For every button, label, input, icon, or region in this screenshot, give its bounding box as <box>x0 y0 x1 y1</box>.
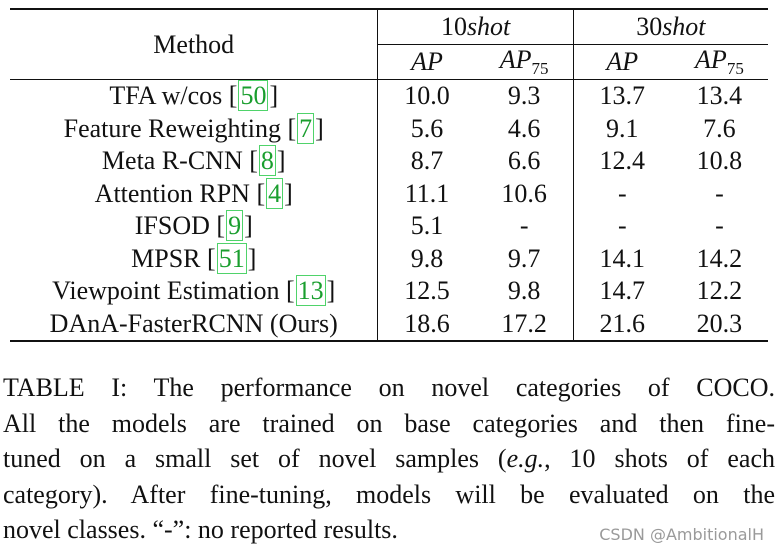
table-row: TFA w/cos [50] 10.0 9.3 13.7 13.4 <box>10 79 768 113</box>
value-cell: 8.7 <box>377 145 476 178</box>
caption-line: All the models are trained on base categ… <box>3 408 775 438</box>
table-row: MPSR [51] 9.8 9.7 14.1 14.2 <box>10 242 768 275</box>
caption-line: TABLE I: The performance on novel catego… <box>3 373 775 402</box>
method-name-ours: DAnA-FasterRCNN (Ours) <box>49 308 338 338</box>
value-cell: 5.6 <box>377 112 476 145</box>
caption-line: tuned on a small set of novel samples (e… <box>3 444 775 473</box>
method-name: TFA w/cos [50] <box>10 79 378 113</box>
value-cell: - <box>572 210 671 243</box>
citation-link[interactable]: 4 <box>266 177 284 209</box>
method-name: Viewpoint Estimation [13] <box>52 275 336 307</box>
ap75-header-30shot: AP75 <box>695 45 744 78</box>
table-row: Attention RPN [4] 11.1 10.6 - - <box>10 177 768 210</box>
citation-link[interactable]: 51 <box>216 242 247 274</box>
group-header-10shot: 10shot <box>377 9 574 45</box>
value-cell-best: 17.2 <box>501 308 547 338</box>
ap-header-30shot: AP <box>572 44 671 80</box>
caption-line: category). After fine-tuning, models wil… <box>3 479 775 509</box>
table-row: Viewpoint Estimation [13] 12.5 9.8 14.7 … <box>10 275 768 308</box>
value-cell: 6.6 <box>507 146 541 176</box>
value-cell: - <box>715 211 724 241</box>
value-cell: 5.1 <box>377 210 476 243</box>
watermark: CSDN @AmbitionalH <box>599 525 764 544</box>
value-cell-best: 18.6 <box>377 307 476 341</box>
value-cell: 9.8 <box>507 276 541 306</box>
table-row: Meta R-CNN [8] 8.7 6.6 12.4 10.8 <box>10 145 768 178</box>
caption-line: novel classes. “-”: no reported results. <box>3 515 398 544</box>
value-cell: - <box>572 177 671 210</box>
group-header-30shot: 30shot <box>572 9 768 45</box>
value-cell: 14.1 <box>572 242 671 275</box>
ap75-header-10shot: AP75 <box>499 45 549 78</box>
method-name: Attention RPN [4] <box>94 177 293 209</box>
method-name: Feature Reweighting [7] <box>63 112 324 144</box>
ap-header-10shot: AP <box>377 44 476 80</box>
value-cell: 4.6 <box>507 113 541 143</box>
citation-link[interactable]: 13 <box>295 275 326 307</box>
results-table-container: Method 10shot 30shot AP AP75 AP AP75 TFA… <box>10 8 768 342</box>
method-name: MPSR [51] <box>131 242 257 274</box>
value-cell: 12.4 <box>572 145 671 178</box>
value-cell: 9.7 <box>507 243 541 273</box>
value-cell: 10.6 <box>501 178 547 208</box>
citation-link[interactable]: 8 <box>258 145 276 177</box>
citation-link[interactable]: 50 <box>238 80 269 112</box>
value-cell: 9.8 <box>377 242 476 275</box>
table-row: Feature Reweighting [7] 5.6 4.6 9.1 7.6 <box>10 112 768 145</box>
citation-link[interactable]: 7 <box>297 112 315 144</box>
method-header: Method <box>10 8 378 80</box>
value-cell: 12.5 <box>377 275 476 308</box>
method-name: Meta R-CNN [8] <box>101 145 286 177</box>
method-name: IFSOD [9] <box>134 210 253 242</box>
value-cell: 12.2 <box>696 276 743 306</box>
citation-link[interactable]: 9 <box>226 210 244 242</box>
value-cell: 13.4 <box>670 79 768 113</box>
table-caption: TABLE I: The performance on novel catego… <box>3 370 775 548</box>
value-cell: 9.3 <box>475 79 574 113</box>
table-row-ours: DAnA-FasterRCNN (Ours) 18.6 17.2 21.6 20… <box>10 307 768 341</box>
value-cell: 14.7 <box>572 275 671 308</box>
value-cell-best: 21.6 <box>572 307 671 341</box>
value-cell: 10.0 <box>377 79 476 113</box>
header-row-metrics: AP AP75 AP AP75 <box>10 44 768 80</box>
value-cell: - <box>715 178 724 208</box>
value-cell: 11.1 <box>377 177 476 210</box>
value-cell: 10.8 <box>696 146 743 176</box>
value-cell: 9.1 <box>572 112 671 145</box>
value-cell-best: 20.3 <box>696 308 743 338</box>
value-cell: - <box>519 211 529 241</box>
table-row: IFSOD [9] 5.1 - - - <box>10 210 768 243</box>
value-cell: 7.6 <box>703 113 736 143</box>
results-table: Method 10shot 30shot AP AP75 AP AP75 TFA… <box>10 8 768 342</box>
value-cell: 13.7 <box>572 79 671 113</box>
value-cell: 14.2 <box>696 243 743 273</box>
header-row-groups: Method 10shot 30shot <box>10 8 768 80</box>
